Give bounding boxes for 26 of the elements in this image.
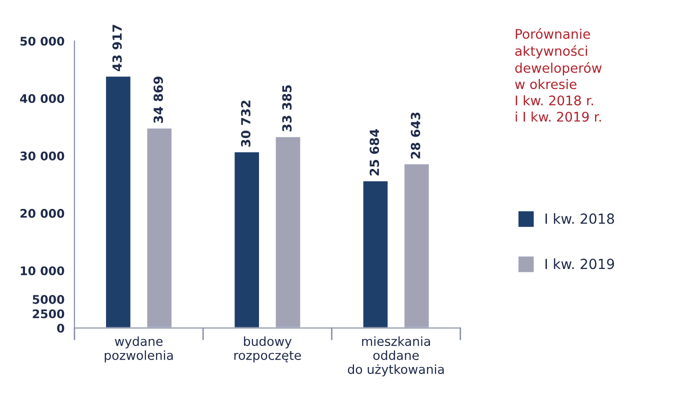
y-tick-label: 10 000	[20, 266, 64, 276]
data-label: 25 684	[370, 129, 380, 176]
data-label: 43 917	[112, 24, 122, 72]
x-tick-label: budowy rozpoczęte	[234, 336, 301, 362]
legend-label: I kw. 2019	[546, 258, 614, 270]
bar	[274, 136, 302, 328]
y-tick-label: 40 000	[20, 94, 64, 104]
text: Porównanie aktywności deweloperów w okresie I kw. 2018 r. i I kw. 2019 r.	[515, 28, 602, 122]
data-label: 34 869	[154, 76, 163, 123]
bar	[233, 150, 260, 328]
y-tick-label: 0	[57, 324, 64, 333]
bar	[362, 180, 390, 328]
data-label: 28 643	[410, 112, 420, 158]
y-tick-label: 20 000	[20, 208, 64, 218]
x-tick-label: wydane pozwolenia	[104, 336, 173, 362]
bar	[146, 127, 173, 328]
x-tick-label: mieszkania oddane do użytkowania	[348, 336, 444, 376]
y-tick-label: 2500	[32, 309, 64, 318]
bar	[403, 162, 430, 328]
y-tick-label: 5000	[32, 295, 64, 304]
legend-label: I kw. 2018	[546, 213, 614, 224]
y-tick-label: 50 000	[20, 36, 64, 46]
data-label: 33 385	[282, 85, 292, 132]
data-label: 30 732	[241, 100, 250, 147]
y-tick-label: 30 000	[20, 152, 64, 160]
bar	[104, 75, 132, 328]
